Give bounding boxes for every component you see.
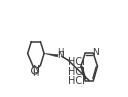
Text: H: H <box>57 48 64 57</box>
Text: N: N <box>92 48 99 58</box>
Text: HCl: HCl <box>68 76 85 87</box>
Text: H: H <box>32 69 38 78</box>
Text: HCl: HCl <box>68 67 85 77</box>
Text: N: N <box>32 65 38 74</box>
Text: N: N <box>57 51 64 60</box>
Polygon shape <box>44 53 58 57</box>
Text: HCl: HCl <box>68 57 85 67</box>
Ellipse shape <box>32 67 39 74</box>
